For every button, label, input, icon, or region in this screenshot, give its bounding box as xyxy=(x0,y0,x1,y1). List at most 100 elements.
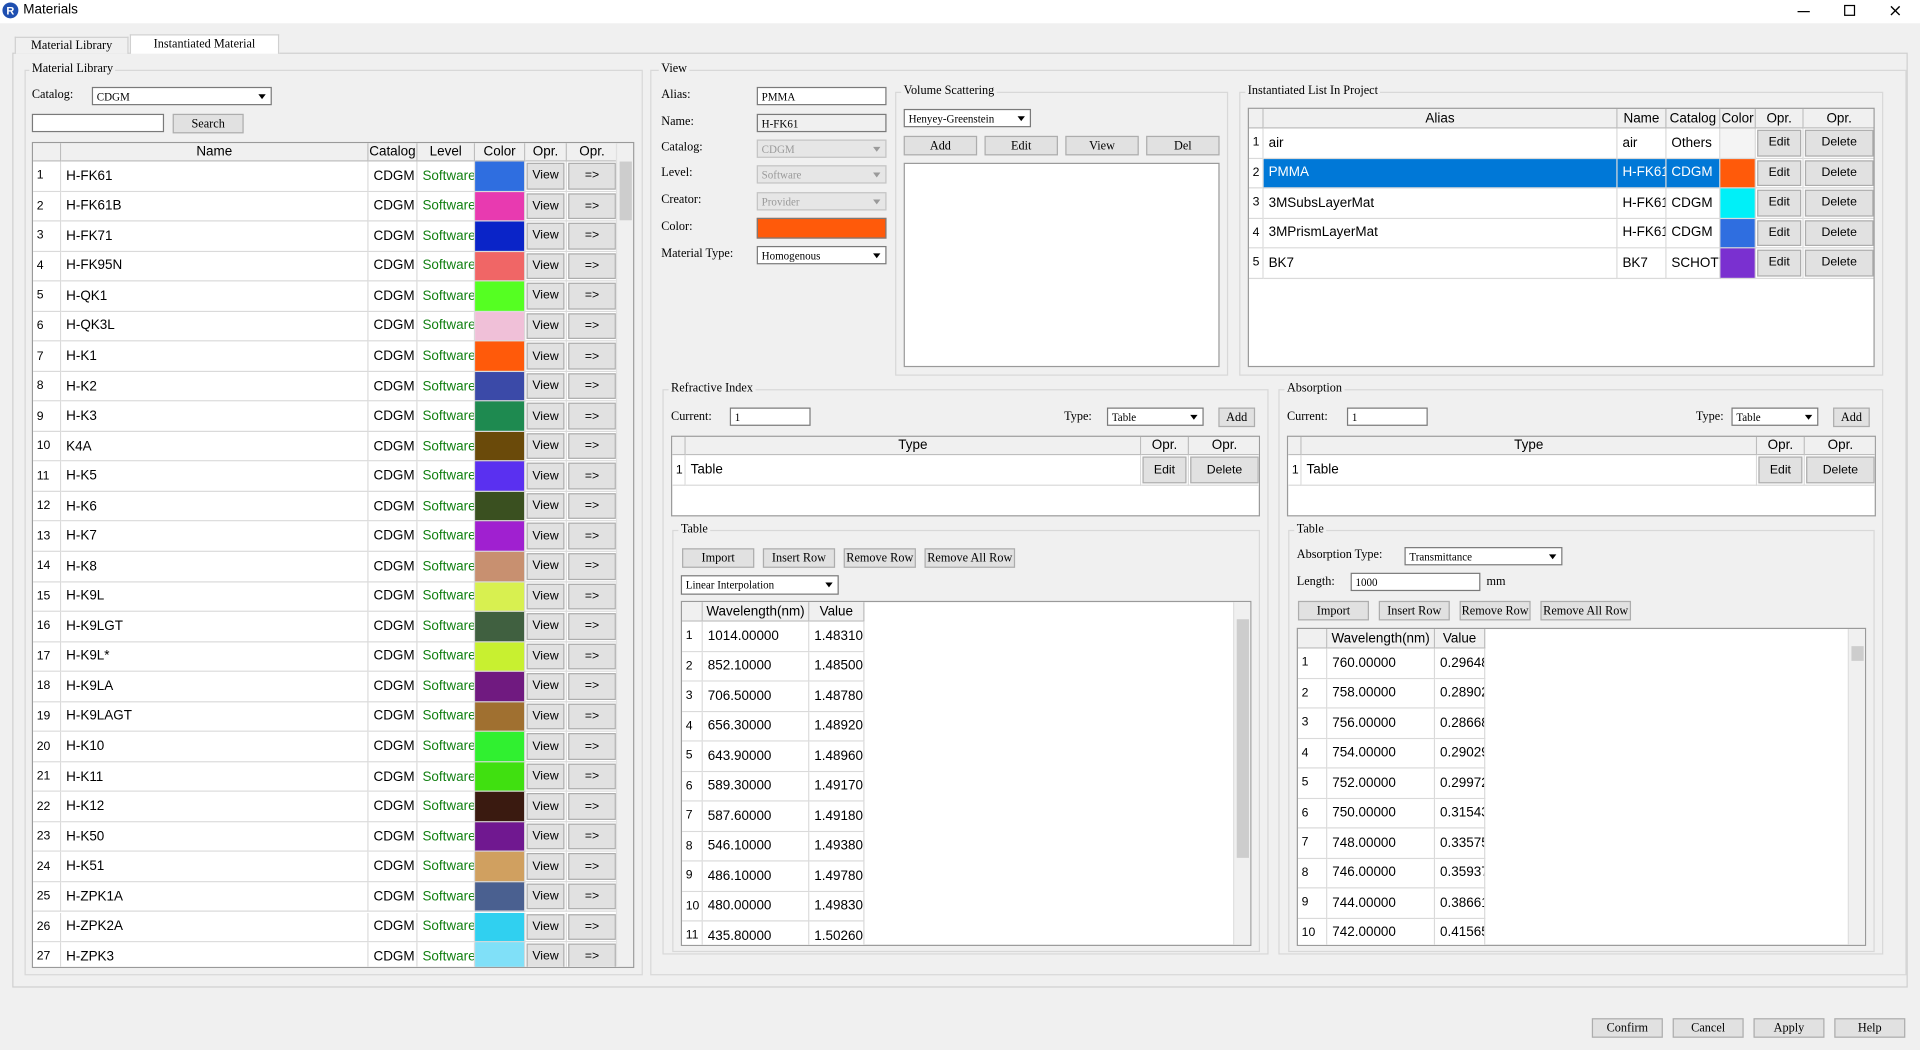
row-button[interactable]: => xyxy=(568,523,616,550)
row-button[interactable]: Delete xyxy=(1804,159,1874,187)
cell-text[interactable]: CDGM xyxy=(368,341,418,372)
interpolation-combo[interactable]: Linear Interpolation xyxy=(680,575,839,595)
cell-text[interactable]: 643.90000 xyxy=(702,741,810,772)
cell-text[interactable]: H-K9L xyxy=(61,581,369,612)
cell-text[interactable]: 480.00000 xyxy=(702,891,810,922)
type-combo[interactable]: Table xyxy=(1731,407,1819,426)
cell-text[interactable]: 746.00000 xyxy=(1327,858,1436,889)
cell-text[interactable]: Software xyxy=(417,912,476,943)
cell-text[interactable]: CDGM xyxy=(1666,158,1721,189)
row-button[interactable]: => xyxy=(568,403,616,430)
cell-text[interactable]: CDGM xyxy=(368,612,418,643)
row-button[interactable]: View xyxy=(526,403,565,430)
cell-text[interactable]: CDGM xyxy=(368,581,418,612)
cell-text[interactable]: 0.41565 xyxy=(1435,918,1486,945)
cell-text[interactable]: 0.35937 xyxy=(1435,858,1486,889)
add-button[interactable]: Add xyxy=(1833,407,1870,428)
cell-text[interactable]: CDGM xyxy=(368,672,418,703)
cell-text[interactable]: Others xyxy=(1666,128,1721,159)
cell-text[interactable]: CDGM xyxy=(368,732,418,763)
row-button[interactable]: View xyxy=(526,553,565,580)
table-button[interactable]: Import xyxy=(682,548,755,568)
cell-text[interactable]: H-K5 xyxy=(61,461,369,492)
cell-text[interactable]: Software xyxy=(417,281,476,312)
row-button[interactable]: View xyxy=(526,523,565,550)
cell-text[interactable]: 0.28668 xyxy=(1435,708,1486,739)
cell-text[interactable]: Software xyxy=(417,882,476,913)
row-button[interactable]: => xyxy=(568,763,616,790)
row-button[interactable]: View xyxy=(526,793,565,820)
cell-text[interactable]: 1.48500 xyxy=(809,651,865,682)
row-button[interactable]: => xyxy=(568,493,616,520)
row-button[interactable]: View xyxy=(526,493,565,520)
cell-text[interactable]: H-FK61 xyxy=(1617,158,1667,189)
cell-text[interactable]: Software xyxy=(417,732,476,763)
footer-button[interactable]: Cancel xyxy=(1672,1018,1744,1038)
cell-text[interactable]: H-FK95N xyxy=(61,251,369,282)
row-button[interactable]: => xyxy=(568,252,616,280)
row-button[interactable]: => xyxy=(568,643,616,670)
row-button[interactable]: View xyxy=(526,433,565,460)
cell-text[interactable]: CDGM xyxy=(368,822,418,853)
table-button[interactable]: Remove All Row xyxy=(924,548,1016,568)
cell-text[interactable]: air xyxy=(1263,128,1618,159)
cell-text[interactable]: CDGM xyxy=(368,401,418,432)
cell-text[interactable]: 750.00000 xyxy=(1327,798,1436,829)
row-button[interactable]: View xyxy=(526,883,565,910)
row-button[interactable]: => xyxy=(568,433,616,460)
table-button[interactable]: Remove Row xyxy=(843,548,916,568)
row-button[interactable]: Edit xyxy=(1142,456,1187,484)
table-button[interactable]: Insert Row xyxy=(762,548,836,568)
cell-text[interactable]: CDGM xyxy=(368,642,418,673)
cell-text[interactable]: 1.49780 xyxy=(809,861,865,892)
cell-text[interactable]: 435.80000 xyxy=(702,921,810,945)
cell-text[interactable]: Table xyxy=(685,455,1142,486)
cell-text[interactable]: 852.10000 xyxy=(702,651,810,682)
cell-text[interactable]: CDGM xyxy=(368,521,418,552)
row-button[interactable]: => xyxy=(568,883,616,910)
row-button[interactable]: Edit xyxy=(1758,456,1803,484)
cell-text[interactable]: CDGM xyxy=(368,191,418,222)
row-button[interactable]: View xyxy=(526,913,565,940)
row-button[interactable]: => xyxy=(568,733,616,760)
cell-text[interactable]: H-K9L* xyxy=(61,642,369,673)
row-button[interactable]: => xyxy=(568,913,616,940)
combo[interactable]: Homogenous xyxy=(756,245,887,265)
row-button[interactable]: Edit xyxy=(1757,159,1802,187)
cell-text[interactable]: Software xyxy=(417,431,476,462)
cell-text[interactable]: 1.49180 xyxy=(809,801,865,832)
row-button[interactable]: View xyxy=(526,583,565,610)
table-button[interactable]: Insert Row xyxy=(1378,600,1450,621)
row-button[interactable]: View xyxy=(526,643,565,670)
cell-text[interactable]: Software xyxy=(417,251,476,282)
cell-text[interactable]: CDGM xyxy=(368,882,418,913)
cell-text[interactable]: 546.10000 xyxy=(702,831,810,862)
row-button[interactable]: View xyxy=(526,372,565,400)
row-button[interactable]: Edit xyxy=(1757,249,1802,276)
row-button[interactable]: => xyxy=(568,222,616,250)
cell-text[interactable]: 742.00000 xyxy=(1327,918,1436,945)
cell-text[interactable]: H-K8 xyxy=(61,551,369,582)
scroll-thumb[interactable] xyxy=(619,161,632,221)
cell-text[interactable]: H-FK61 xyxy=(61,161,369,192)
row-button[interactable]: => xyxy=(568,342,616,370)
color-swatch[interactable] xyxy=(756,217,887,239)
cell-text[interactable]: Software xyxy=(417,221,476,252)
cell-text[interactable]: 1.49380 xyxy=(809,831,865,862)
cell-text[interactable]: CDGM xyxy=(368,431,418,462)
row-button[interactable]: => xyxy=(568,583,616,610)
cell-text[interactable]: Software xyxy=(417,822,476,853)
row-button[interactable]: View xyxy=(526,823,565,850)
tab[interactable]: Instantiated Material xyxy=(129,34,280,54)
row-button[interactable]: => xyxy=(568,943,616,967)
cell-text[interactable]: Software xyxy=(417,852,476,883)
cell-text[interactable]: 752.00000 xyxy=(1327,768,1436,799)
cell-text[interactable]: H-QK3L xyxy=(61,311,369,342)
cell-text[interactable]: H-K10 xyxy=(61,732,369,763)
cell-text[interactable]: Software xyxy=(417,612,476,643)
row-button[interactable]: => xyxy=(568,192,616,220)
cell-text[interactable]: Software xyxy=(417,461,476,492)
disabled-combo[interactable]: CDGM xyxy=(756,139,887,158)
minimize-button[interactable] xyxy=(1797,11,1810,13)
cell-text[interactable]: H-K2 xyxy=(61,371,369,402)
